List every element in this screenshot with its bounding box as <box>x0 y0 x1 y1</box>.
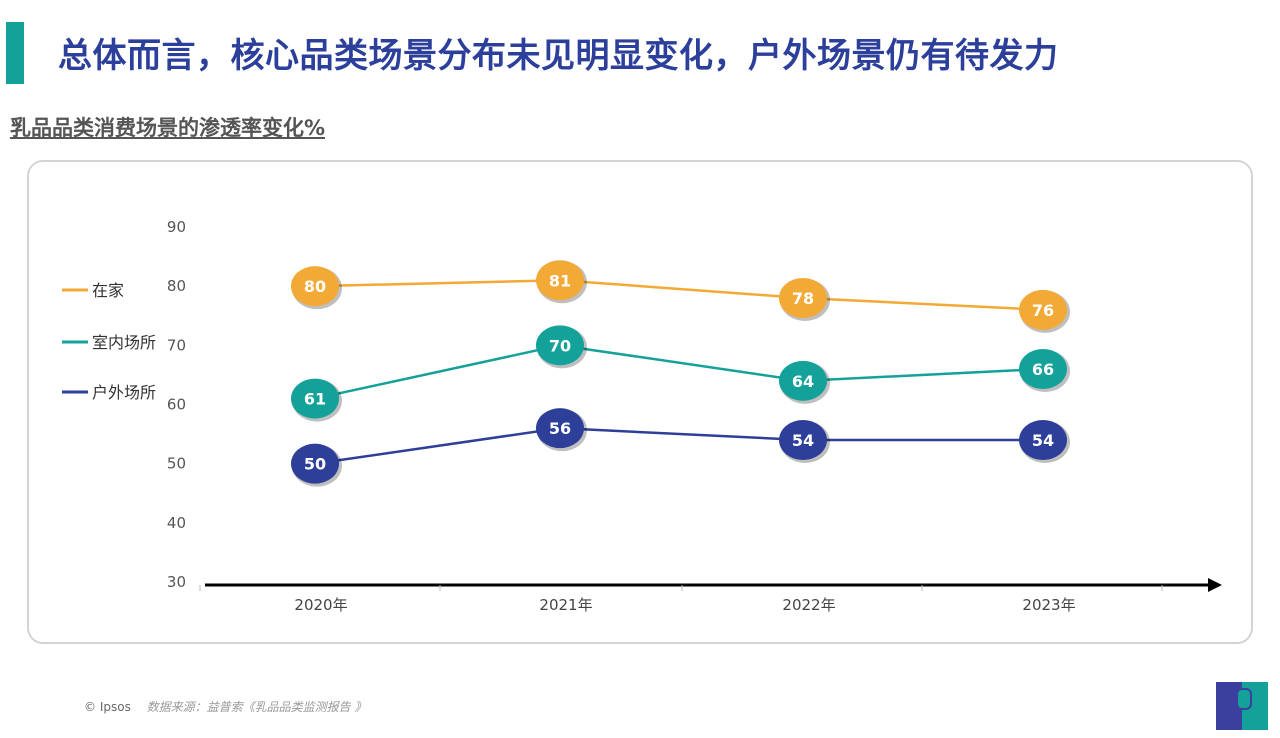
legend-label: 户外场所 <box>92 383 156 402</box>
data-label: 70 <box>549 336 571 355</box>
data-point <box>536 408 584 449</box>
data-label: 54 <box>792 431 814 450</box>
data-point <box>1019 349 1067 389</box>
data-point <box>291 443 339 484</box>
data-point <box>1019 420 1067 460</box>
data-point <box>536 260 584 301</box>
series-line <box>314 426 1043 465</box>
page-title: 总体而言，核心品类场景分布未见明显变化，户外场景仍有待发力 <box>58 36 1059 76</box>
data-point <box>779 420 827 460</box>
y-tick-label: 60 <box>167 396 186 414</box>
data-label: 50 <box>304 455 326 474</box>
y-tick-label: 30 <box>167 573 186 591</box>
x-tick-label: 2020年 <box>294 596 347 614</box>
chart-subtitle: 乳品品类消费场景的渗透率变化% <box>10 116 326 140</box>
data-point <box>291 266 339 307</box>
data-label: 64 <box>792 372 814 391</box>
ipsos-logo <box>1216 682 1268 730</box>
data-label: 80 <box>304 277 326 296</box>
data-label: 78 <box>792 289 814 308</box>
legend-label: 在家 <box>92 281 124 300</box>
x-tick-label: 2021年 <box>539 596 592 614</box>
y-tick-label: 50 <box>167 455 186 473</box>
data-point <box>779 278 827 318</box>
copyright: © Ipsos <box>84 700 131 714</box>
series-line <box>314 344 1044 400</box>
x-tick-label: 2022年 <box>782 596 835 614</box>
chart-panel <box>27 160 1253 644</box>
data-point <box>1019 289 1067 330</box>
data-label: 61 <box>304 390 326 409</box>
title-accent-bar <box>6 22 24 84</box>
y-tick-label: 90 <box>167 218 186 236</box>
y-tick-label: 70 <box>167 336 186 354</box>
data-label: 66 <box>1032 360 1054 379</box>
data-label: 76 <box>1032 301 1054 320</box>
data-point <box>779 360 827 401</box>
data-point <box>536 325 584 366</box>
x-tick-label: 2023年 <box>1022 596 1075 614</box>
data-point <box>291 378 339 419</box>
x-axis-arrow <box>1208 578 1222 592</box>
data-source: 数据来源：益普索《乳品品类监测报告 》 <box>146 700 367 714</box>
data-label: 56 <box>549 419 571 438</box>
data-label: 81 <box>549 271 571 290</box>
footer: © Ipsos 数据来源：益普索《乳品品类监测报告 》 <box>84 698 366 715</box>
y-tick-label: 40 <box>167 514 186 532</box>
legend-label: 室内场所 <box>92 333 156 352</box>
data-label: 54 <box>1032 431 1054 450</box>
y-tick-label: 80 <box>167 277 186 295</box>
series-line <box>314 278 1044 312</box>
